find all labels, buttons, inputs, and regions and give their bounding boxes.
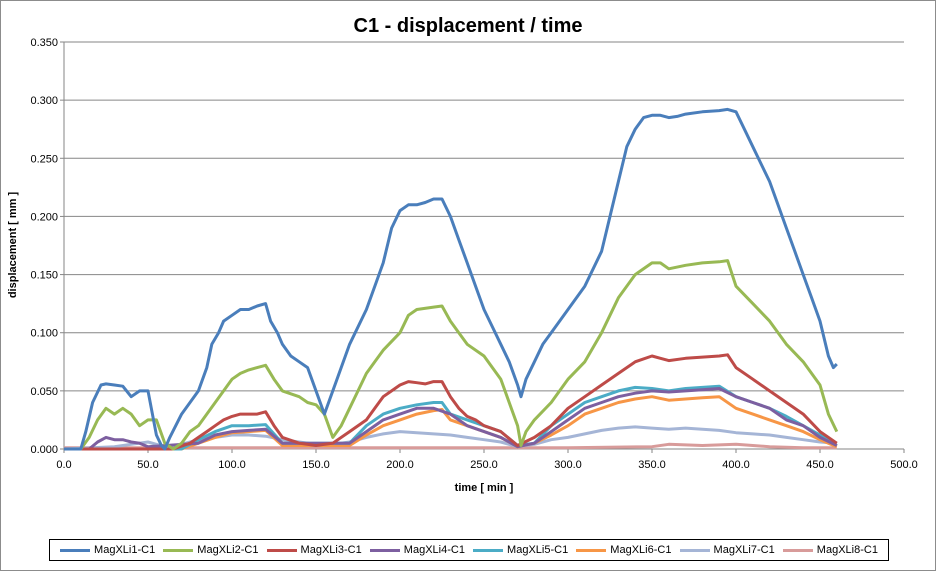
legend-item: MagXLi4-C1	[369, 544, 465, 556]
legend-swatch	[266, 548, 297, 552]
legend-item: MagXLi6-C1	[576, 544, 671, 556]
series-lines	[63, 107, 839, 451]
legend-swatch	[369, 548, 400, 552]
tick-labels: 0.000 0.050 0.100 0.150 0.200 0.250 0.300 0.350…	[30, 37, 917, 471]
x-axis-label: time [ min ]	[455, 482, 514, 494]
y-tick-label: 0.250	[30, 153, 58, 165]
x-tick-label: 250.0	[470, 459, 498, 471]
legend-label: MagXLi8-C1	[816, 544, 878, 556]
y-axis-label: displacement [ mm ]	[7, 191, 19, 298]
legend-label: MagXLi2-C1	[197, 544, 259, 556]
y-tick-label: 0.000	[30, 444, 58, 456]
series-line-MagXLi3-C1	[64, 353, 838, 451]
x-tick-label: 100.0	[218, 459, 246, 471]
legend-label: MagXLi1-C1	[94, 544, 156, 556]
y-tick-label: 0.200	[30, 211, 58, 223]
x-tick-label: 450.0	[806, 459, 834, 471]
x-tick-label: 500.0	[890, 459, 918, 471]
legend-label: MagXLi6-C1	[610, 544, 672, 556]
legend-item: MagXLi2-C1	[163, 544, 258, 556]
legend-label: MagXLi7-C1	[713, 544, 775, 556]
legend-item: MagXLi5-C1	[473, 544, 568, 556]
y-tick-label: 0.050	[30, 386, 58, 398]
legend-swatch	[782, 548, 813, 552]
legend-item: MagXLi8-C1	[782, 544, 878, 556]
x-tick-label: 150.0	[302, 459, 330, 471]
y-tick-label: 0.350	[30, 37, 58, 49]
legend-item: MagXLi3-C1	[266, 544, 362, 556]
series-line-MagXLi8-C1	[64, 442, 837, 450]
y-tick-label: 0.150	[30, 270, 58, 282]
legend-swatch	[679, 548, 710, 552]
x-tick-label: 0.0	[56, 459, 71, 471]
chart-title: C1 - displacement / time	[353, 15, 583, 37]
x-tick-label: 200.0	[386, 459, 414, 471]
legend-swatch	[576, 548, 607, 552]
legend-swatch	[60, 548, 91, 552]
legend-item: MagXLi1-C1	[60, 544, 155, 556]
x-tick-label: 300.0	[554, 459, 582, 471]
x-tick-label: 400.0	[722, 459, 750, 471]
legend: MagXLi1-C1 MagXLi2-C1 MagXLi3-C1 MagXLi4-C1…	[49, 539, 889, 561]
series-line-MagXLi1-C1	[64, 107, 838, 451]
legend-swatch	[163, 548, 194, 552]
y-tick-label: 0.100	[30, 328, 58, 340]
x-tick-label: 50.0	[137, 459, 158, 471]
series-line-MagXLi6-C1	[64, 395, 838, 451]
legend-item: MagXLi7-C1	[679, 544, 775, 556]
legend-label: MagXLi5-C1	[507, 544, 569, 556]
series-line-MagXLi2-C1	[64, 259, 839, 451]
series-line-MagXLi4-C1	[64, 387, 838, 451]
legend-label: MagXLi3-C1	[300, 544, 362, 556]
y-tick-label: 0.300	[30, 95, 58, 107]
x-tick-label: 350.0	[638, 459, 666, 471]
gridlines	[64, 41, 904, 392]
legend-swatch	[473, 548, 504, 552]
legend-label: MagXLi4-C1	[403, 544, 465, 556]
